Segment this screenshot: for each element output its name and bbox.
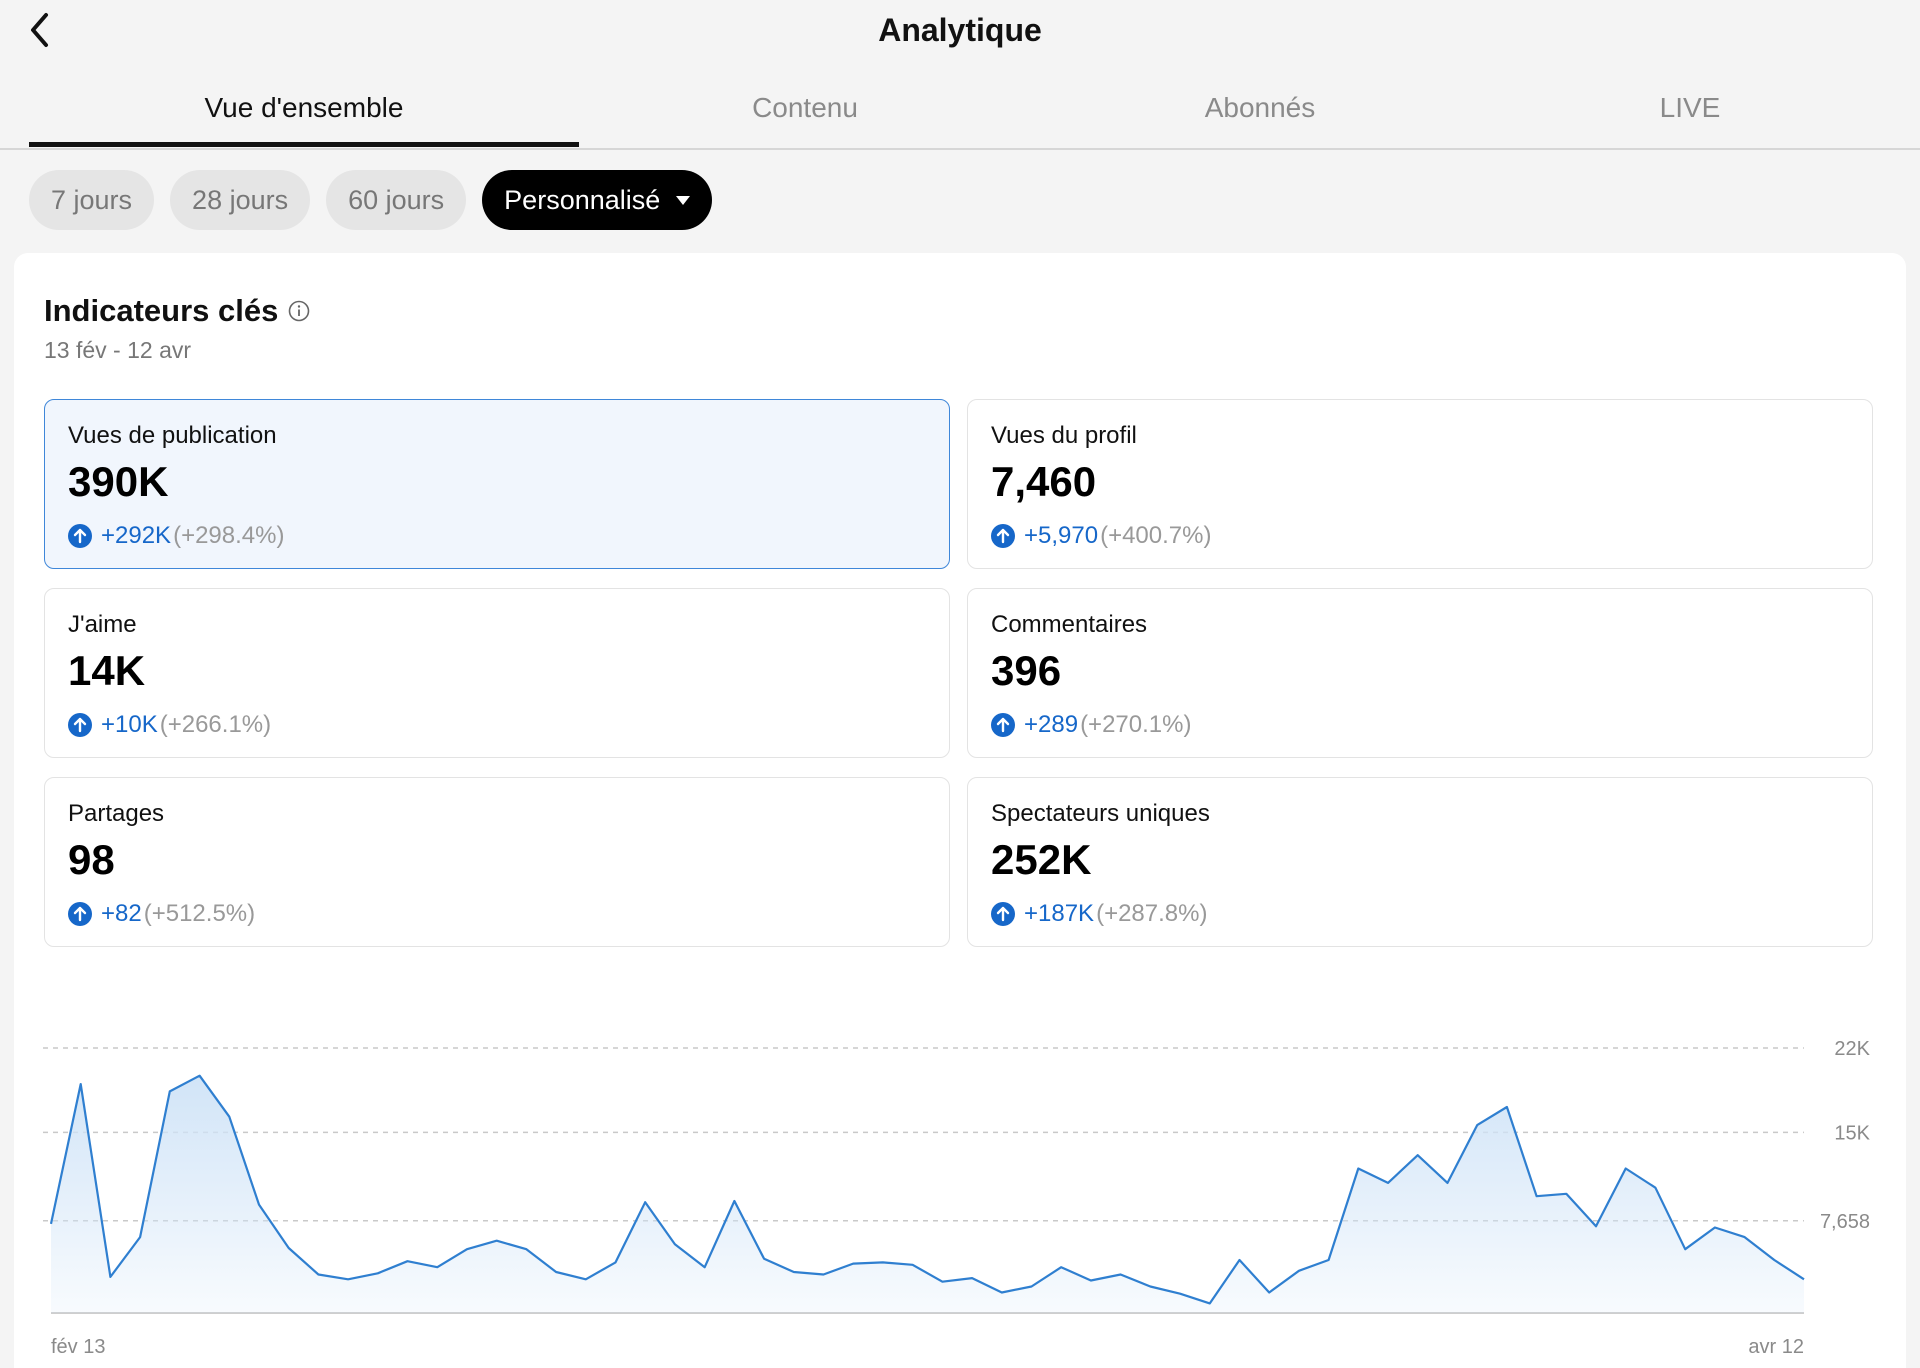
tab-followers[interactable]: Abonnés: [1204, 92, 1316, 123]
metric-label: J'aime: [68, 611, 137, 638]
section-title: Indicateurs clés: [44, 293, 310, 329]
page-title: Analytique: [878, 12, 1042, 48]
period-60-days-chip[interactable]: 60 jours: [326, 170, 467, 230]
metric-label: Commentaires: [991, 611, 1148, 638]
period-7-days-chip[interactable]: 7 jours: [29, 170, 155, 230]
tab-content[interactable]: Contenu: [752, 92, 858, 123]
metric-tile-post-views[interactable]: Vues de publication 390K +292K (+298.4%): [44, 399, 950, 569]
tab-overview[interactable]: Vue d'ensemble: [204, 92, 404, 123]
metric-tile-likes[interactable]: J'aime 14K +10K (+266.1%): [44, 588, 950, 758]
period-custom-chip[interactable]: Personnalisé: [482, 170, 713, 230]
key-metrics-card: Indicateurs clés 13 fév - 12 avr Vues de…: [14, 253, 1906, 1368]
metric-value: 7,460: [991, 458, 1097, 505]
metric-percent: (+266.1%): [159, 711, 272, 738]
metric-value: 98: [68, 836, 115, 883]
metric-label: Vues de publication: [68, 422, 277, 449]
metric-label: Spectateurs uniques: [991, 800, 1210, 827]
arrow-up-icon: [68, 902, 92, 926]
metric-tile-profile-views[interactable]: Vues du profil 7,460 +5,970 (+400.7%): [967, 399, 1873, 569]
metric-tile-shares[interactable]: Partages 98 +82 (+512.5%): [44, 777, 950, 947]
metric-label: Vues du profil: [991, 422, 1137, 449]
metric-percent: (+298.4%): [173, 522, 285, 549]
period-selector: 7 jours 28 jours 60 jours Personnalisé: [29, 170, 713, 230]
metric-percent: (+270.1%): [1080, 711, 1192, 738]
metric-label: Partages: [68, 800, 165, 827]
metric-value: 14K: [68, 647, 146, 694]
section-title-text: Indicateurs clés: [44, 293, 279, 328]
metric-tile-unique-viewers[interactable]: Spectateurs uniques 252K +187K (+287.8%): [967, 777, 1873, 947]
area-chart: 22K 15K 7,658 fév 13 avr 12: [43, 1038, 1871, 1358]
tab-bar: Vue d'ensemble Contenu Abonnés LIVE: [0, 84, 1920, 150]
arrow-up-icon: [991, 902, 1015, 926]
arrow-up-icon: [68, 524, 92, 548]
period-custom-label: Personnalisé: [504, 184, 661, 215]
metric-change: +292K (+298.4%): [68, 522, 284, 550]
y-tick-label: 15K: [1834, 1122, 1870, 1144]
arrow-up-icon: [991, 713, 1015, 737]
metric-percent: (+400.7%): [1100, 522, 1212, 549]
metric-tile-comments[interactable]: Commentaires 396 +289 (+270.1%): [967, 588, 1873, 758]
active-tab-indicator: [29, 142, 579, 147]
top-bar: Analytique: [0, 0, 1920, 64]
metric-delta: +187K: [1024, 900, 1095, 927]
metric-change: +289 (+270.1%): [991, 711, 1191, 739]
tab-live[interactable]: LIVE: [1659, 92, 1721, 123]
metric-value: 390K: [68, 458, 169, 505]
metric-delta: +292K: [101, 522, 172, 549]
metric-delta: +82: [101, 900, 142, 927]
series-line: [49, 1074, 1805, 1305]
back-button[interactable]: [22, 10, 62, 50]
metric-chart: 22K 15K 7,658 fév 13 avr 12: [14, 973, 1906, 1368]
arrow-up-icon: [68, 713, 92, 737]
metric-delta: +5,970: [1024, 522, 1099, 549]
y-tick-label: 22K: [1834, 1038, 1870, 1060]
x-end-label: avr 12: [1748, 1336, 1804, 1358]
metric-percent: (+512.5%): [143, 900, 256, 927]
date-range: 13 fév - 12 avr: [44, 337, 192, 363]
x-start-label: fév 13: [51, 1336, 105, 1358]
metric-value: 396: [991, 647, 1062, 694]
metric-change: +10K (+266.1%): [68, 711, 271, 739]
metric-change: +82 (+512.5%): [68, 900, 255, 928]
info-icon[interactable]: [288, 300, 310, 322]
metric-value: 252K: [991, 836, 1092, 883]
caret-down-icon: [676, 195, 691, 205]
period-28-days-chip[interactable]: 28 jours: [170, 170, 311, 230]
arrow-up-icon: [991, 524, 1015, 548]
metric-percent: (+287.8%): [1096, 900, 1208, 927]
y-tick-label: 7,658: [1820, 1211, 1870, 1233]
chevron-left-icon: [31, 13, 48, 47]
metric-delta: +289: [1024, 711, 1079, 738]
metric-change: +187K (+287.8%): [991, 900, 1207, 928]
series-area: [51, 1075, 1804, 1313]
metric-delta: +10K: [101, 711, 158, 738]
metric-change: +5,970 (+400.7%): [991, 522, 1211, 550]
